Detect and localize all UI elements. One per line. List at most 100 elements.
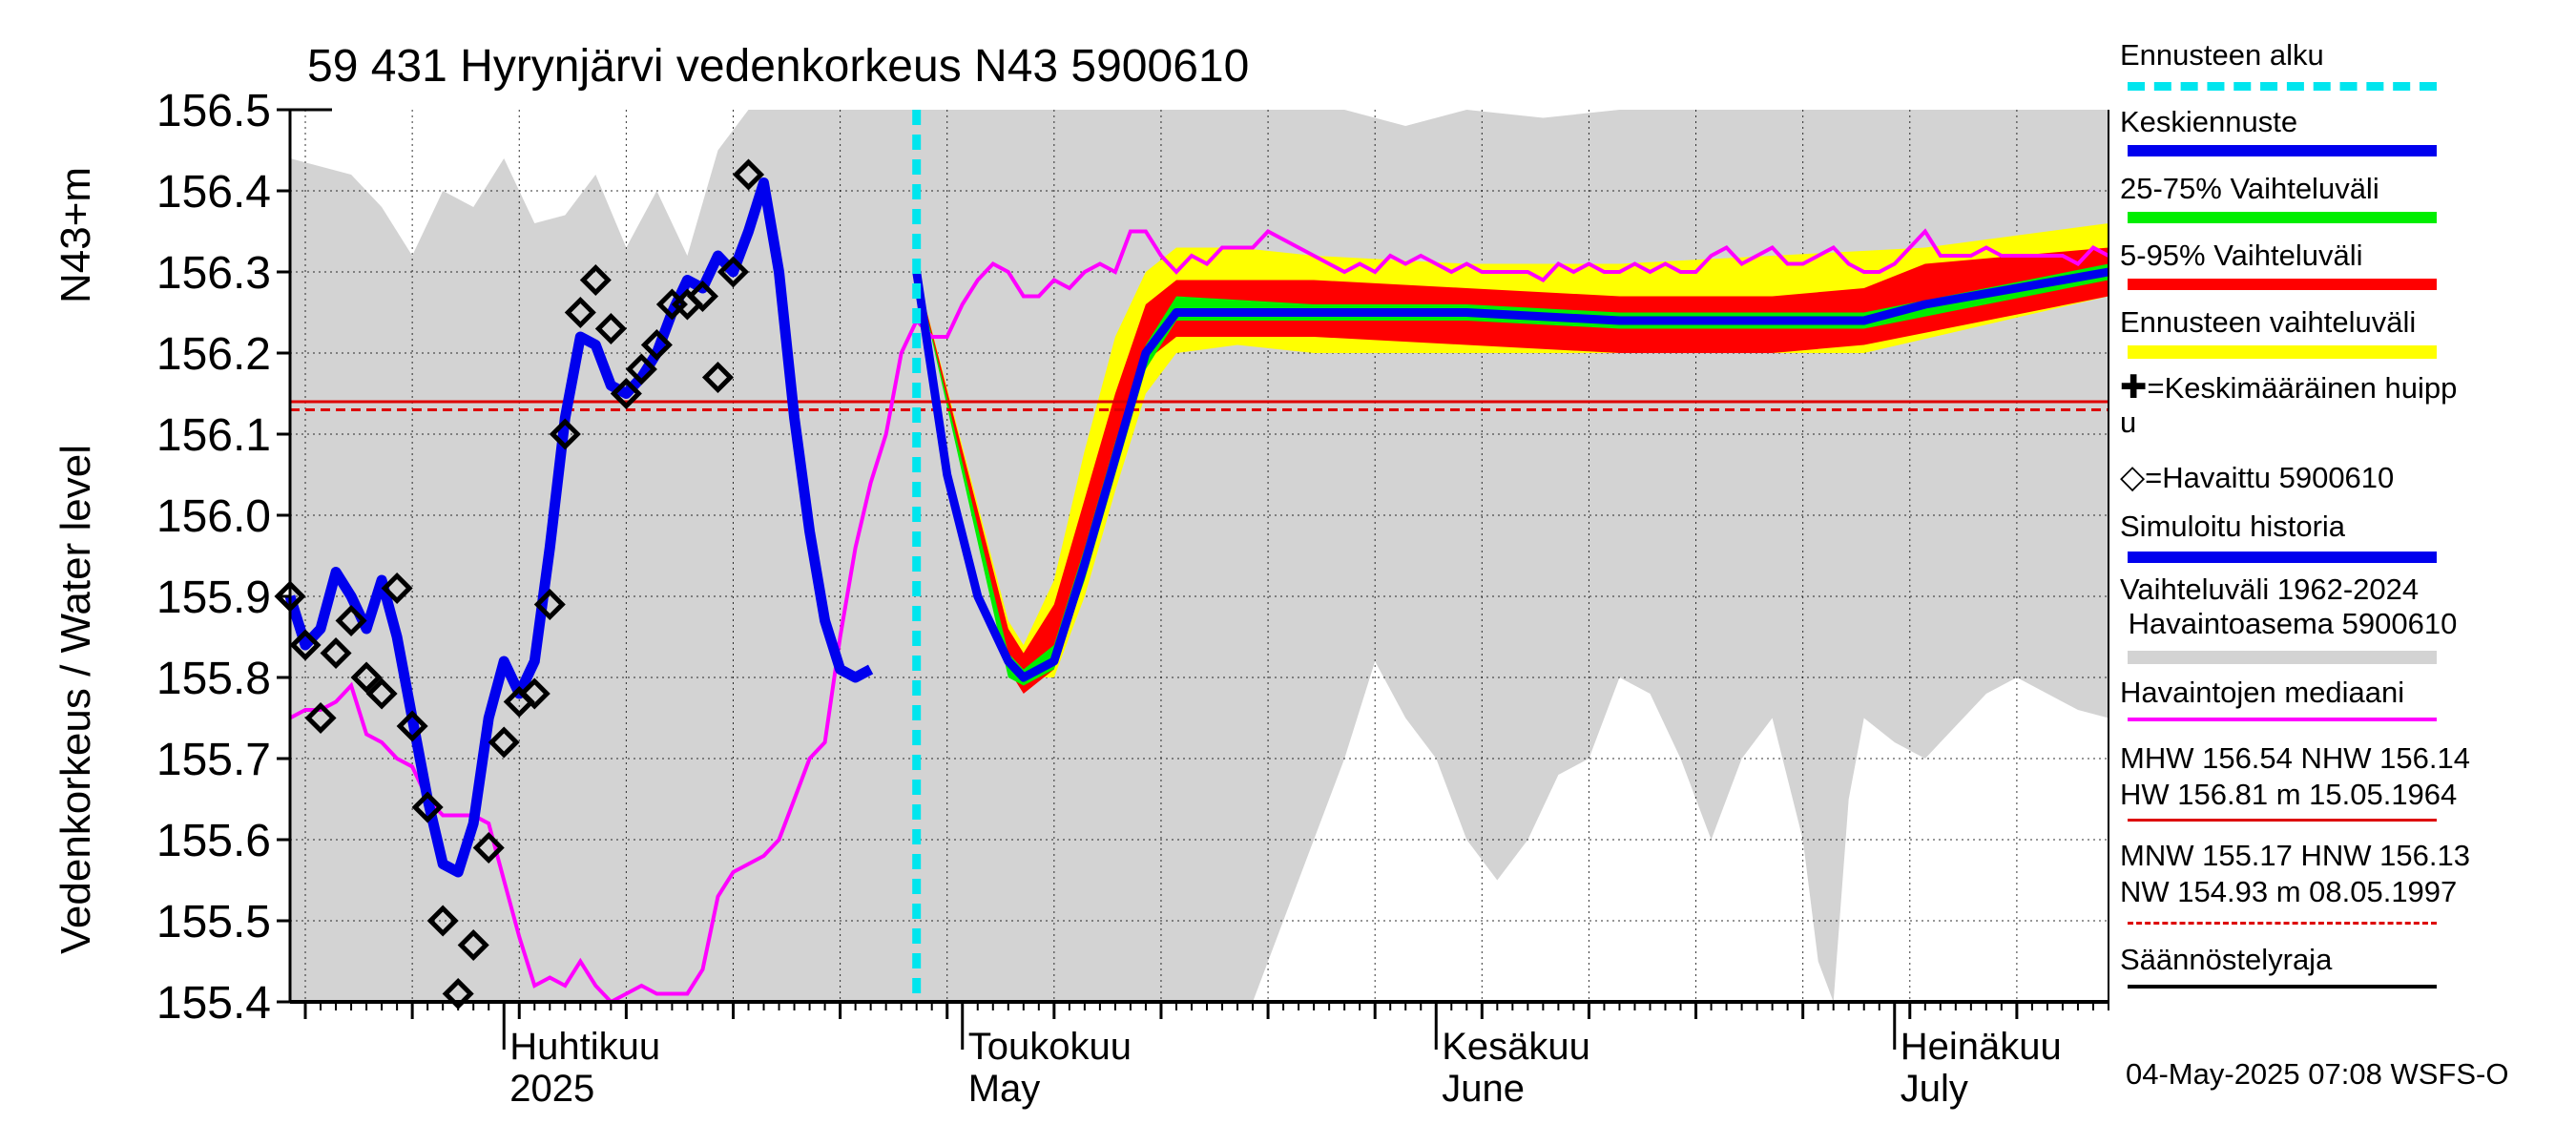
legend-range-5-95: 5-95% Vaihteluväli bbox=[2120, 239, 2559, 290]
footer-timestamp: 04-May-2025 07:08 WSFS-O bbox=[2126, 1057, 2509, 1091]
low-stats-line2: NW 154.93 m 08.05.1997 bbox=[2120, 875, 2458, 908]
plus-icon: ✚ bbox=[2120, 369, 2148, 406]
observed-point bbox=[304, 701, 337, 735]
legend-sample-red bbox=[2128, 279, 2437, 290]
y-tick-label: 156.3 bbox=[156, 248, 271, 299]
observed-point bbox=[701, 361, 735, 394]
mean-forecast-line bbox=[912, 267, 2109, 682]
chart-title: 59 431 Hyrynjärvi vedenkorkeus N43 59006… bbox=[307, 41, 1249, 92]
observed-point bbox=[549, 418, 581, 450]
x-month-label: Huhtikuu bbox=[509, 1026, 660, 1068]
observed-point bbox=[533, 588, 566, 621]
legend-forecast-start: Ennusteen alku bbox=[2120, 38, 2559, 91]
legend-label: Vaihteluväli 1962-2024 bbox=[2120, 572, 2420, 606]
legend-label-cont: u bbox=[2120, 406, 2137, 439]
axes-layer: 156.5 156.4 156.3 156.2 156.1 156.0 155.9 155.8… bbox=[156, 86, 2109, 1110]
observed-point bbox=[350, 661, 383, 694]
observed-point bbox=[579, 263, 612, 297]
legend-label: ✚=Keskimääräinen huipp bbox=[2120, 370, 2559, 406]
x-month-label: Kesäkuu bbox=[1442, 1026, 1590, 1068]
x-month-sublabel: June bbox=[1442, 1068, 1525, 1110]
legend-label: ◇=Havaittu 5900610 bbox=[2120, 460, 2559, 495]
simulated-history-line bbox=[284, 177, 874, 878]
observed-point bbox=[518, 677, 551, 710]
legend-label: Ennusteen alku bbox=[2120, 38, 2324, 72]
observed-point bbox=[320, 636, 352, 670]
low-stats-line1: MNW 155.17 HNW 156.13 bbox=[2120, 839, 2470, 872]
observed-point bbox=[640, 328, 673, 362]
observed-point bbox=[610, 377, 642, 410]
y-tick-label: 155.6 bbox=[156, 816, 271, 866]
x-month-sublabel: 2025 bbox=[509, 1068, 594, 1110]
observed-point bbox=[488, 726, 520, 759]
observed-point bbox=[289, 629, 322, 661]
y-tick-label: 155.5 bbox=[156, 897, 271, 947]
observed-point bbox=[732, 158, 765, 191]
median-line bbox=[289, 228, 2109, 1005]
y-tick-label: 156.2 bbox=[156, 329, 271, 380]
y-tick-label: 156.1 bbox=[156, 410, 271, 461]
legend-sample-black bbox=[2128, 985, 2437, 989]
x-month-label: Heinäkuu bbox=[1901, 1026, 2062, 1068]
lines-layer bbox=[284, 110, 2109, 1005]
legend-label: 5-95% Vaihteluväli bbox=[2120, 239, 2363, 272]
y-tick-label: 155.7 bbox=[156, 735, 271, 785]
legend-historical-range: Vaihteluväli 1962-2024 Havaintoasema 590… bbox=[2120, 572, 2559, 664]
legend-mean-forecast: Keskiennuste bbox=[2120, 105, 2559, 156]
observed-point bbox=[717, 256, 750, 288]
legend-sample-yellow bbox=[2128, 345, 2437, 359]
y-tick-label: 155.4 bbox=[156, 978, 271, 1029]
legend-sample-blue bbox=[2128, 552, 2437, 563]
legend-median: Havaintojen mediaani bbox=[2120, 676, 2559, 721]
legend-average-peak: ✚=Keskimääräinen huipp u bbox=[2120, 370, 2559, 440]
legend-sample-green bbox=[2128, 212, 2437, 223]
legend-label: Simuloitu historia bbox=[2120, 510, 2346, 543]
y-tick-label: 156.0 bbox=[156, 491, 271, 542]
legend-sample-blue bbox=[2128, 145, 2437, 156]
diamond-icon: ◇ bbox=[2120, 459, 2146, 495]
legend-sample-red-dashed bbox=[2128, 922, 2437, 925]
observed-point bbox=[335, 604, 367, 637]
y-axis-label: Vedenkorkeus / Water level bbox=[52, 445, 99, 954]
x-month-sublabel: May bbox=[968, 1068, 1041, 1110]
y-tick-label: 155.9 bbox=[156, 572, 271, 623]
legend-observed: ◇=Havaittu 5900610 bbox=[2120, 460, 2559, 495]
legend-simulated-history: Simuloitu historia bbox=[2120, 510, 2559, 563]
legend-sample-grey bbox=[2128, 651, 2437, 664]
high-stats-line2: HW 156.81 m 15.05.1964 bbox=[2120, 778, 2458, 811]
x-month-label: Toukokuu bbox=[968, 1026, 1132, 1068]
legend-high-stats: MHW 156.54 NHW 156.14 HW 156.81 m 15.05.… bbox=[2120, 740, 2559, 822]
observed-point bbox=[426, 905, 459, 937]
legend-label: Säännöstelyraja bbox=[2120, 943, 2333, 976]
historical-range-area bbox=[290, 110, 2109, 1002]
y-axis-unit: N43+m bbox=[52, 167, 99, 303]
observed-point bbox=[594, 312, 627, 345]
y-tick-label: 156.4 bbox=[156, 167, 271, 218]
y-tick-label: 156.5 bbox=[156, 86, 271, 136]
legend-label: Ennusteen vaihteluväli bbox=[2120, 305, 2417, 339]
x-month-sublabel: July bbox=[1901, 1068, 1968, 1110]
observed-point bbox=[457, 928, 489, 962]
observed-point bbox=[625, 353, 657, 385]
observed-point bbox=[381, 572, 413, 605]
y-tick-label: 155.8 bbox=[156, 654, 271, 704]
observed-point bbox=[686, 280, 718, 313]
observed-point bbox=[472, 831, 505, 864]
legend-label-cont: Havaintoasema 5900610 bbox=[2120, 607, 2458, 640]
observed-point bbox=[411, 791, 444, 823]
high-stats-line1: MHW 156.54 NHW 156.14 bbox=[2120, 741, 2470, 775]
legend-label: 25-75% Vaihteluväli bbox=[2120, 172, 2379, 205]
legend-label: Keskiennuste bbox=[2120, 105, 2298, 138]
legend-text: =Keskimääräinen huipp bbox=[2147, 371, 2458, 405]
observed-point bbox=[564, 296, 596, 329]
observed-point bbox=[396, 710, 428, 742]
legend-text: =Havaittu 5900610 bbox=[2145, 461, 2395, 494]
historical-range-layer bbox=[290, 110, 2109, 1002]
observed-point bbox=[365, 677, 398, 710]
legend-range-25-75: 25-75% Vaihteluväli bbox=[2120, 172, 2559, 223]
legend-sample-cyan-dashed bbox=[2128, 82, 2437, 91]
legend-sample-magenta bbox=[2128, 718, 2437, 721]
legend-regulation: Säännöstelyraja bbox=[2120, 943, 2559, 989]
legend-forecast-range: Ennusteen vaihteluväli bbox=[2120, 305, 2559, 359]
